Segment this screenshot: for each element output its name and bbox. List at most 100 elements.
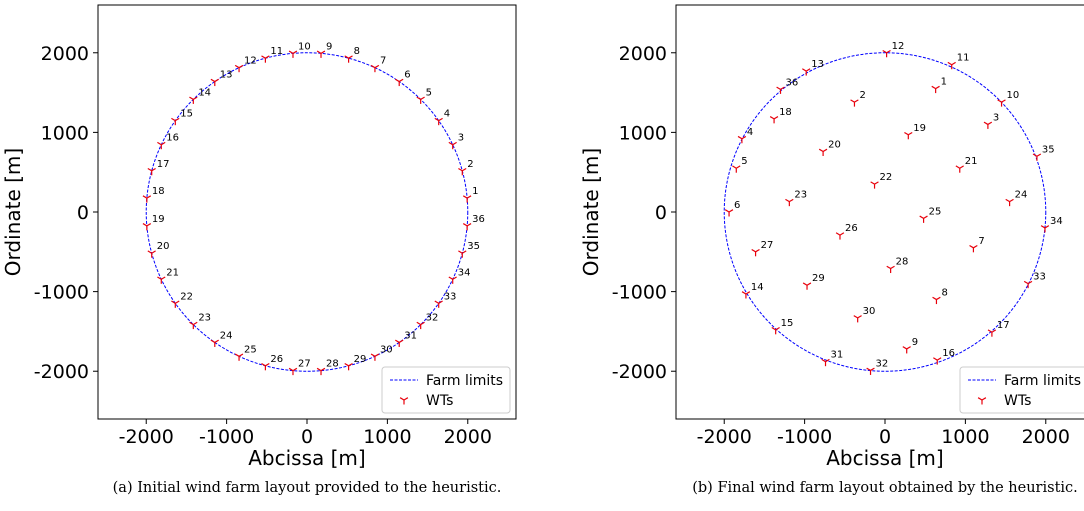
wt-marker-arm-left (931, 85, 936, 90)
wt-marker-arm-right (870, 367, 875, 371)
plot-frame (675, 4, 1084, 420)
wt-label: 7 (380, 56, 386, 67)
legend-wts-label: WTs (426, 393, 453, 409)
wt-label: 19 (152, 214, 165, 225)
wt-marker (785, 198, 794, 207)
chart-panel-b: -2000 -1000 0 1000 2000 -2000 -1000 0 1000 2000 Ab… (579, 4, 1084, 496)
wt-marker-arm-left (189, 96, 194, 100)
wt-marker-arm-left (370, 64, 376, 69)
wt-label: 3 (993, 112, 999, 123)
wt-marker-arm-right (151, 250, 156, 254)
wt-marker-arm-left (1023, 280, 1029, 285)
wt-label: 11 (270, 46, 283, 57)
plot-frame (97, 4, 517, 420)
wt-marker-arm-right (959, 165, 964, 169)
wt-marker-arm-left (802, 68, 807, 72)
x-tick-label: -2000 (697, 426, 752, 448)
wt-marker (802, 68, 811, 76)
wt-marker-arm-right (374, 353, 380, 357)
wt-label: 2 (859, 90, 865, 101)
wt-marker-arm-left (458, 250, 463, 254)
wt-marker-arm-right (1044, 225, 1050, 229)
x-tick-label: 0 (879, 426, 891, 448)
wt-marker-arm-left (261, 362, 266, 367)
wt-marker (769, 116, 779, 124)
wt-marker-arm-left (157, 141, 162, 146)
wt-marker-arm-left (261, 55, 266, 59)
legend-farm-limits-label: Farm limits (1004, 373, 1081, 389)
wt-label: 23 (794, 190, 807, 201)
wt-marker-arm-left (234, 64, 240, 69)
wt-marker-arm-left (370, 353, 376, 357)
wt-marker-arm-left (462, 195, 468, 199)
wt-marker-arm-right (265, 55, 270, 59)
wt-marker-arm-right (890, 265, 895, 270)
wt-marker-arm-left (886, 265, 891, 270)
legend-wt-swatch (977, 397, 987, 405)
wt-marker-arm-right (265, 362, 270, 367)
legend: Farm limits WTs (959, 366, 1084, 414)
wt-label: 23 (198, 313, 211, 324)
wt-marker-arm-left (835, 232, 841, 236)
wt-marker-arm-left (769, 116, 775, 120)
wt-marker-arm-right (735, 165, 741, 169)
x-tick-label: -1000 (777, 426, 832, 448)
wt-marker-arm-left (462, 223, 468, 227)
wt-label: 21 (965, 156, 978, 167)
wt-marker-arm-right (935, 85, 940, 90)
wt-marker (741, 291, 751, 299)
wt-marker (157, 276, 166, 284)
wt-marker (416, 321, 425, 330)
wt-label: 1 (472, 186, 478, 197)
wt-label: 32 (426, 313, 439, 324)
wt-label: 8 (354, 46, 360, 57)
wt-label: 31 (831, 350, 844, 361)
wt-marker-arm-right (839, 232, 845, 236)
wt-marker (288, 367, 298, 376)
wt-marker-arm-right (741, 135, 747, 140)
wt-label: 21 (166, 267, 179, 278)
wt-marker (902, 346, 911, 354)
wt-marker-arm-left (741, 291, 747, 295)
wt-label: 14 (751, 282, 764, 293)
wt-marker (462, 195, 472, 203)
wt-label: 29 (354, 354, 367, 365)
wt-marker-arm-right (146, 195, 152, 199)
y-tick-label: -1000 (612, 282, 667, 304)
wt-marker (370, 353, 380, 361)
wt-label: 13 (811, 59, 824, 70)
legend-box (959, 366, 1084, 414)
farm-limits-circle (723, 52, 1047, 372)
wt-marker-arm-right (857, 315, 862, 319)
y-tick-label: -2000 (612, 361, 667, 383)
wt-marker-arm-left (234, 353, 240, 357)
wt-marker-arm-right (466, 223, 472, 227)
wt-label: 24 (220, 330, 233, 341)
wt-marker-arm-right (160, 141, 166, 146)
wt-marker-arm-left (210, 339, 216, 343)
wt-marker-arm-right (991, 329, 997, 333)
wt-label: 26 (270, 354, 283, 365)
wt-label: 10 (298, 41, 311, 52)
wt-marker-arm-right (175, 117, 180, 122)
wt-marker-arm-left (288, 50, 294, 54)
wt-marker-arm-right (292, 367, 298, 372)
wt-marker (904, 131, 913, 140)
x-axis-label: Abcissa [m] (248, 446, 365, 470)
wt-marker (997, 99, 1006, 107)
wt-marker-arm-left (785, 198, 790, 203)
wt-marker (448, 276, 457, 284)
wt-marker (1023, 280, 1033, 289)
wt-label: 9 (912, 337, 918, 348)
wt-marker (261, 362, 270, 371)
wt-marker-arm-right (745, 291, 751, 295)
wt-marker-arm-left (288, 367, 294, 372)
wt-label: 3 (458, 133, 464, 144)
wt-marker-arm-right (420, 321, 425, 326)
wt-marker-arm-right (214, 339, 219, 343)
wt-marker-arm-left (448, 276, 454, 280)
wt-marker (142, 223, 152, 231)
wt-label: 27 (298, 359, 311, 370)
wt-marker-arm-right (755, 248, 760, 253)
wt-marker-arm-right (238, 353, 244, 357)
